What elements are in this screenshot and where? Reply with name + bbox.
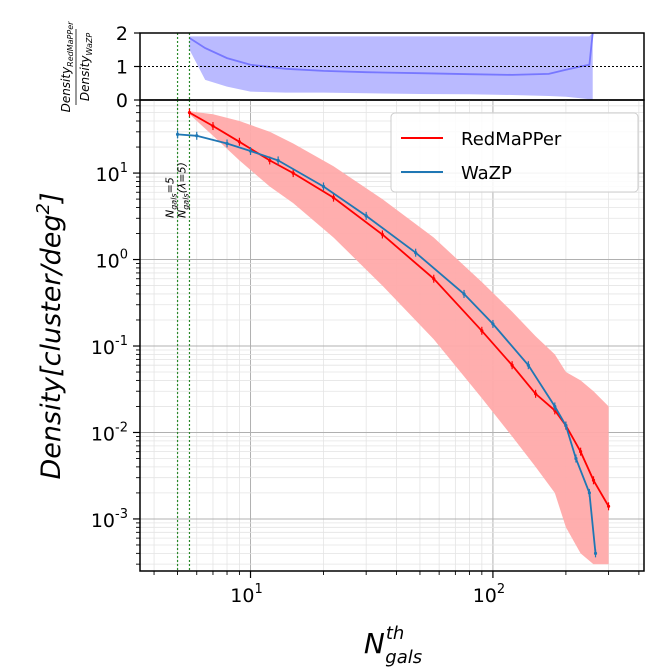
point-redmapper	[331, 196, 336, 200]
legend-box	[390, 112, 639, 193]
point-redmapper	[237, 140, 242, 144]
point-redmapper	[187, 111, 192, 115]
point-wazp	[276, 158, 280, 163]
ytick-label: 100	[96, 248, 128, 273]
point-redmapper	[432, 277, 436, 281]
ratio-band	[189, 33, 593, 100]
point-redmapper	[510, 363, 514, 367]
x-axis-label: Nth gals	[364, 623, 422, 668]
point-wazp	[491, 322, 495, 326]
ratio-ylabel-denominator: DensityWaZP	[78, 33, 94, 101]
threshold-annotation: Ngals(λ=5)	[176, 162, 191, 218]
ratio-line	[189, 32, 594, 76]
point-redmapper	[480, 329, 484, 333]
ytick-label: 101	[96, 161, 128, 186]
plot-data	[175, 100, 611, 571]
point-wazp	[574, 456, 578, 461]
point-wazp	[225, 141, 229, 146]
xtick-label: 102	[473, 582, 505, 607]
point-wazp	[593, 551, 598, 555]
point-wazp	[175, 132, 180, 137]
point-wazp	[414, 251, 418, 255]
ratio-ytick-label: 2	[116, 23, 128, 45]
threshold-annotation-text: Ngals(λ=5)	[176, 162, 191, 218]
ytick-label: 10-3	[91, 507, 128, 532]
y-axis-label-text: Density[cluster/deg2]	[33, 193, 67, 480]
legend-label-wazp: WaZP	[461, 163, 512, 184]
point-redmapper	[579, 450, 583, 454]
legend: RedMaPPer WaZP	[390, 112, 639, 193]
redmapper-band	[189, 111, 609, 565]
point-redmapper	[211, 124, 215, 128]
point-wazp	[587, 491, 591, 495]
point-redmapper	[380, 232, 385, 237]
series-line-wazp	[177, 133, 597, 554]
threshold-annotation-text: Ngals=5	[164, 177, 179, 218]
threshold-annotation: Ngals=5	[164, 177, 179, 218]
ratio-panel: 0 1 2	[116, 23, 645, 112]
ytick-label: 10-1	[91, 334, 128, 359]
ytick-label: 10-2	[91, 420, 128, 445]
point-redmapper	[291, 171, 295, 175]
point-redmapper	[591, 478, 596, 482]
point-wazp	[526, 363, 530, 367]
point-wazp	[248, 149, 253, 153]
point-wazp	[195, 134, 199, 138]
legend-label-redmapper: RedMaPPer	[461, 129, 562, 150]
point-wazp	[364, 214, 368, 218]
y-axis-label: Density[cluster/deg2]	[33, 193, 67, 480]
point-redmapper	[268, 158, 272, 163]
point-wazp	[462, 292, 466, 296]
xtick-label: 101	[230, 582, 262, 607]
main-frame	[139, 99, 645, 572]
ratio-ytick-label: 1	[116, 57, 128, 79]
ratio-ylabel-numerator: DensityRedMaPPer	[59, 21, 75, 113]
point-redmapper	[606, 504, 611, 508]
point-wazp	[321, 184, 326, 189]
ratio-ytick-label: 0	[116, 90, 128, 112]
point-wazp	[564, 424, 568, 428]
point-redmapper	[534, 392, 538, 396]
point-wazp	[553, 404, 557, 409]
series-line-redmapper	[189, 111, 610, 507]
